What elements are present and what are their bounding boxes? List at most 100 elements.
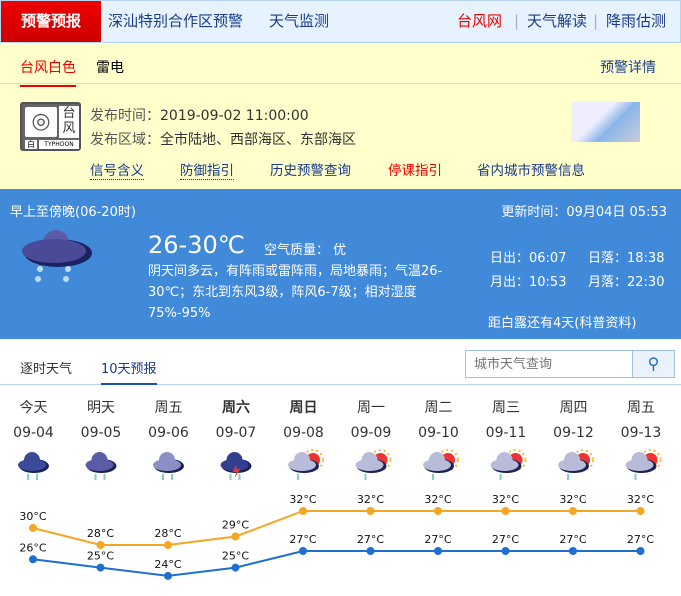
high-temp-label: 32°C [492, 493, 519, 506]
partly-cloudy-shower-icon [558, 449, 594, 480]
high-temp-label: 32°C [289, 493, 316, 506]
forecast-day: 周四 [559, 400, 588, 416]
high-temp-label: 28°C [87, 527, 114, 540]
low-temp-point [636, 547, 645, 555]
forecast-day: 周日 [289, 400, 318, 416]
low-temp-label: 25°C [87, 550, 114, 563]
low-temp-label: 27°C [289, 533, 316, 546]
update-time: 更新时间：09月04日 05:53 [501, 205, 667, 220]
partly-cloudy-shower-icon [355, 449, 392, 480]
partly-cloudy-shower-icon [423, 449, 459, 480]
forecast-day: 周六 [222, 400, 250, 416]
today-weather-panel: 早上至傍晚(06-20时) 更新时间：09月04日 05:53 26-30℃ 空… [0, 189, 681, 339]
low-temp-label: 27°C [357, 533, 384, 546]
low-temp-point [366, 547, 375, 555]
low-temp-label: 24°C [154, 558, 181, 571]
ten-day-forecast: 今天 09-04 明天 09-05 周五 09-06 周六 09-07 周日 09-08 周一 09-… [0, 385, 681, 596]
low-temp-point [434, 547, 442, 555]
typhoon-white-signal-icon: ◎ 台风 白 TYPHOON [20, 102, 81, 151]
rain-cloud-icon [22, 230, 92, 282]
high-temp-point [231, 532, 240, 541]
issue-time: 发布时间：2019-09-02 11:00:00 [90, 108, 309, 124]
warning-area-map[interactable] [571, 102, 640, 142]
partly-cloudy-shower-icon [625, 449, 662, 480]
nav-interpretation[interactable]: 天气解读 [527, 12, 588, 30]
search-button[interactable]: ⚲ [632, 350, 675, 378]
tab-thunder[interactable]: 雷电 [96, 60, 124, 76]
forecast-day: 周五 [627, 400, 655, 416]
tab-hourly[interactable]: 逐时天气 [20, 362, 73, 377]
divider [0, 83, 681, 84]
high-temp-point [569, 507, 577, 515]
low-temp-label: 25°C [222, 550, 249, 563]
rain-icon [18, 452, 49, 480]
low-temp-label: 27°C [424, 533, 451, 546]
forecast-day: 明天 [87, 400, 115, 416]
moonrise: 月出：10:53 [490, 275, 567, 290]
forecast-day: 今天 [19, 400, 48, 416]
low-temp-label: 27°C [559, 533, 586, 546]
high-temp-point [434, 507, 442, 515]
low-temp-line [32, 550, 641, 577]
high-temp-label: 32°C [424, 493, 451, 506]
low-temp-label: 27°C [627, 533, 654, 546]
warning-panel: 台风白色 雷电 预警详情 ◎ 台风 白 TYPHOON 发布时间：2019-09… [0, 43, 681, 189]
nav-rain-estimate[interactable]: 降雨估测 [606, 12, 667, 30]
high-temp-label: 29°C [222, 519, 249, 532]
solar-term-link[interactable]: 距白露还有4天(科普资料) [488, 316, 637, 331]
forecast-day: 周五 [154, 400, 183, 416]
issue-area: 发布区域：全市陆地、西部海区、东部海区 [90, 132, 356, 148]
low-temp-label: 27°C [492, 533, 519, 546]
high-temp-point [164, 541, 172, 549]
forecast-date: 09-09 [350, 425, 392, 441]
temp-range: 26-30℃ [148, 231, 245, 259]
nav-monitor[interactable]: 天气监测 [269, 12, 330, 30]
sunset: 日落：18:38 [588, 251, 665, 266]
partly-cloudy-shower-icon [288, 449, 324, 480]
heavy-rain-icon [85, 452, 117, 480]
top-nav: 预警预报 深汕特别合作区预警 天气监测 台风网 | 天气解读 | 降雨估测 [0, 0, 681, 43]
thunderstorm-icon [220, 452, 252, 480]
link-history[interactable]: 历史预警查询 [270, 163, 351, 179]
low-temp-point [569, 547, 577, 555]
high-temp-label: 32°C [357, 493, 384, 506]
link-province-warnings[interactable]: 省内城市预警信息 [477, 163, 585, 179]
moderate-rain-icon [153, 452, 184, 480]
forecast-day: 周三 [492, 400, 520, 416]
moonset: 月落：22:30 [588, 275, 665, 290]
forecast-date: 09-13 [620, 425, 662, 441]
sunrise: 日出：06:07 [490, 251, 567, 266]
high-temp-point [29, 524, 37, 532]
forecast-day: 周一 [357, 400, 385, 416]
link-signal-meaning[interactable]: 信号含义 [90, 159, 144, 180]
forecast-date: 09-10 [418, 425, 459, 441]
low-temp-point [164, 571, 172, 580]
forecast-tabs: 逐时天气 10天预报 ⚲ [0, 339, 681, 385]
forecast-date: 09-08 [283, 425, 324, 441]
link-defense-guide[interactable]: 防御指引 [180, 159, 234, 180]
tab-typhoon-white[interactable]: 台风白色 [20, 57, 76, 87]
nav-warning-forecast[interactable]: 预警预报 [1, 1, 101, 42]
nav-typhoon[interactable]: 台风网 [457, 12, 503, 30]
nav-shenshan[interactable]: 深汕特别合作区预警 [108, 12, 244, 30]
forecast-date: 09-06 [148, 425, 189, 441]
low-temp-point [96, 563, 105, 572]
forecast-date: 09-11 [485, 425, 527, 441]
link-class-suspension[interactable]: 停课指引 [388, 163, 442, 179]
city-search-input[interactable] [465, 350, 633, 378]
high-temp-point [636, 507, 645, 515]
high-temp-point [501, 507, 510, 515]
high-temp-point [299, 507, 307, 515]
air-quality: 空气质量： 优 [264, 243, 347, 258]
tab-10day[interactable]: 10天预报 [101, 358, 157, 385]
warning-detail-link[interactable]: 预警详情 [600, 60, 656, 76]
high-temp-point [366, 507, 375, 515]
high-temp-label: 28°C [154, 527, 181, 540]
low-temp-point [501, 547, 510, 555]
low-temp-label: 26°C [19, 541, 46, 554]
low-temp-point [299, 547, 307, 555]
forecast-date: 09-12 [553, 425, 594, 441]
forecast-date: 09-07 [215, 425, 257, 441]
low-temp-point [231, 563, 240, 572]
partly-cloudy-shower-icon [490, 449, 527, 480]
